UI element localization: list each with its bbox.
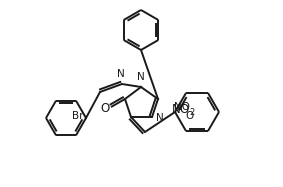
Text: NO: NO [174, 102, 190, 112]
Text: N: N [156, 113, 164, 123]
Text: N: N [137, 72, 145, 82]
Text: $\mathregular{NO_2}$: $\mathregular{NO_2}$ [171, 103, 195, 118]
Text: O: O [185, 111, 193, 121]
Text: Br: Br [72, 111, 84, 121]
Text: O: O [100, 102, 110, 114]
Text: N: N [117, 69, 125, 79]
